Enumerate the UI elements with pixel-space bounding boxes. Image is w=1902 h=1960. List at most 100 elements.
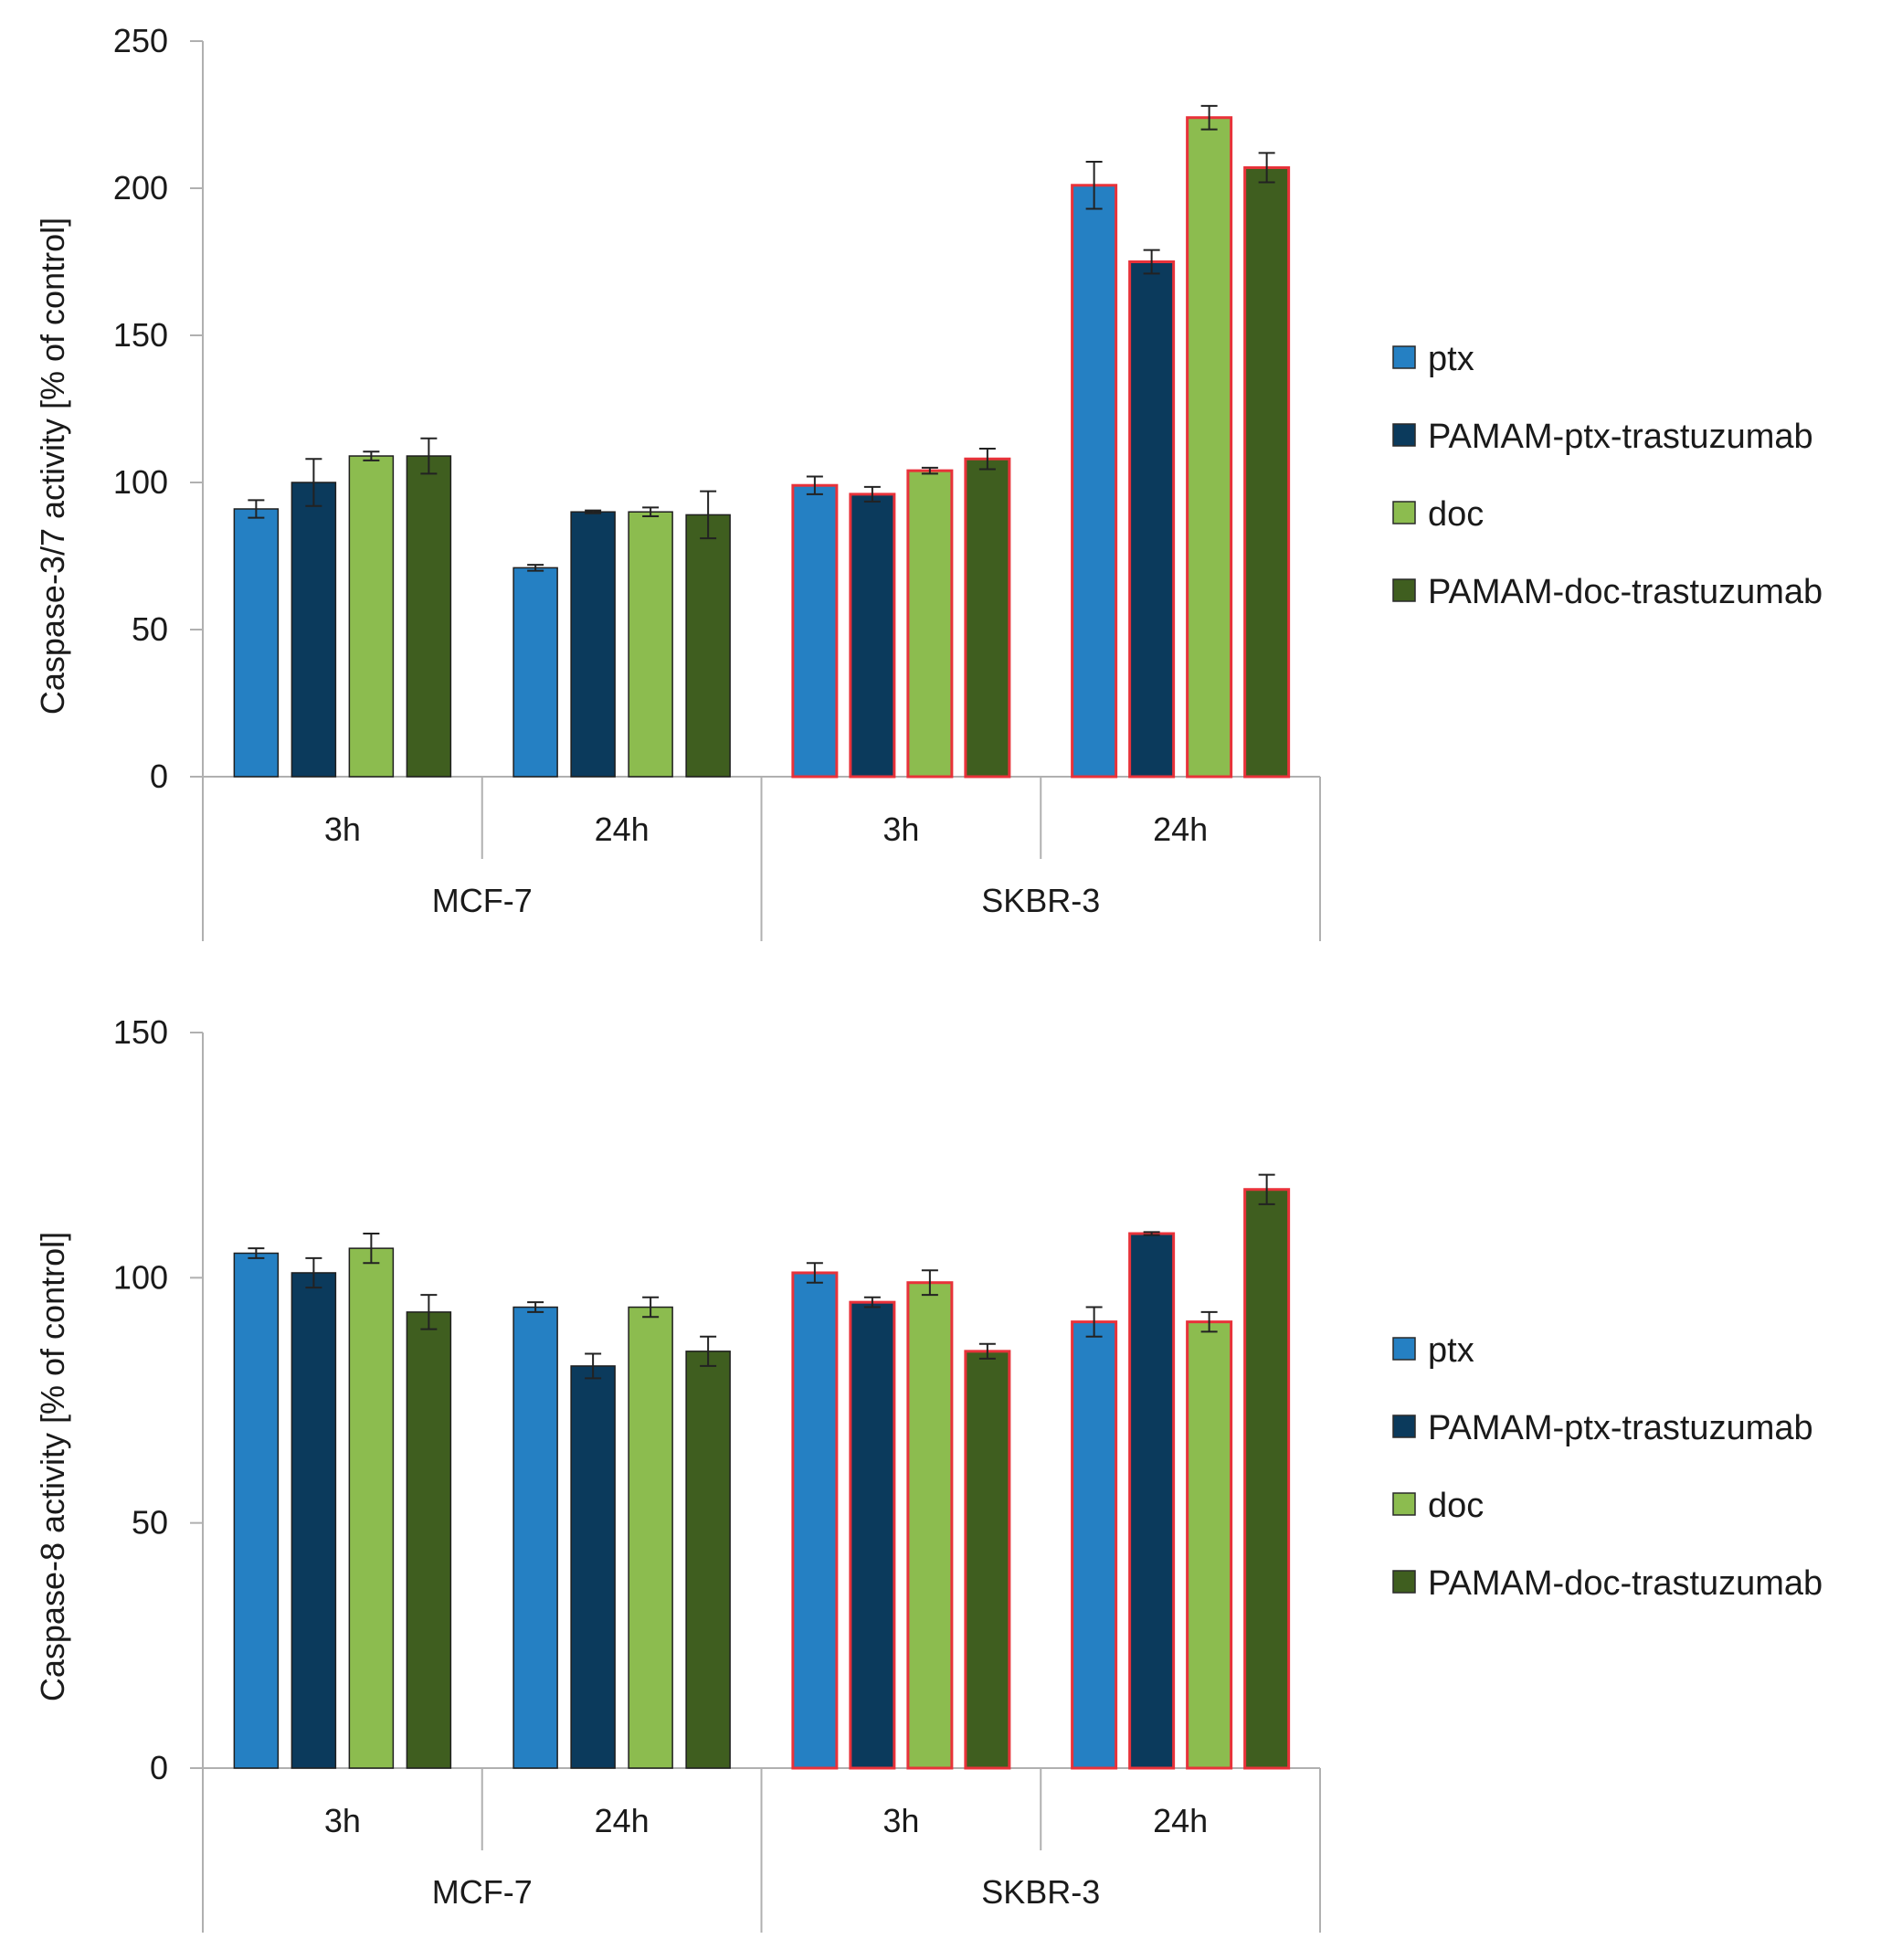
- bar-doc: [628, 1306, 673, 1769]
- error-bar: [806, 1262, 823, 1284]
- error-bar: [1085, 1306, 1103, 1338]
- error-bar: [248, 499, 265, 519]
- legend-swatch: [1392, 345, 1416, 369]
- legend-label: PAMAM-doc-trastuzumab: [1428, 573, 1823, 611]
- bars: [233, 1173, 1291, 1770]
- bar-ptx: [233, 508, 280, 778]
- legend: ptx PAMAM-ptx-trastuzumab doc PAMAM-doc-tra…: [1392, 1331, 1823, 1603]
- error-bar: [527, 564, 544, 572]
- x-group-label: MCF-7: [432, 1873, 533, 1911]
- error-bar: [363, 450, 380, 461]
- error-bar: [248, 1247, 265, 1259]
- error-bar: [1200, 1310, 1218, 1333]
- y-axis-title: Caspase-8 activity [% of control]: [34, 1232, 71, 1701]
- error-bar: [585, 509, 602, 514]
- legend-swatch: [1392, 501, 1416, 524]
- bar-doc: [348, 1247, 395, 1769]
- bar-ptx: [791, 1271, 839, 1770]
- legend-item: doc: [1392, 1487, 1484, 1525]
- bar-pamam_doc: [964, 1350, 1011, 1770]
- x-group-label: MCF-7: [432, 882, 533, 919]
- error-bar: [863, 485, 881, 503]
- y-axis: 0 50 100 150 200 250: [113, 22, 204, 795]
- bar-pamam_ptx: [849, 1300, 896, 1770]
- error-bar: [1200, 104, 1218, 131]
- legend-swatch: [1392, 423, 1416, 447]
- legend-item: PAMAM-ptx-trastuzumab: [1392, 1409, 1813, 1447]
- error-bar: [978, 1342, 996, 1360]
- legend-label: ptx: [1428, 340, 1474, 378]
- error-bar: [305, 1256, 322, 1289]
- bar-doc: [1186, 116, 1233, 779]
- bar-pamam_ptx: [1128, 260, 1176, 779]
- bar-ptx: [1071, 184, 1118, 779]
- error-bar: [305, 458, 322, 507]
- legend: ptx PAMAM-ptx-trastuzumab doc PAMAM-doc-tra…: [1392, 340, 1823, 611]
- bar-pamam_doc: [406, 455, 452, 778]
- legend-item: doc: [1392, 495, 1484, 534]
- legend-label: PAMAM-ptx-trastuzumab: [1428, 1409, 1813, 1447]
- legend-swatch: [1392, 1570, 1416, 1594]
- error-bar: [1258, 152, 1275, 184]
- x-group-label: SKBR-3: [981, 882, 1100, 919]
- bar-pamam_ptx: [1128, 1232, 1176, 1770]
- bar-ptx: [1071, 1320, 1118, 1770]
- y-tick-label: 100: [113, 463, 168, 501]
- bar-pamam_ptx: [849, 493, 896, 779]
- error-bar: [363, 1233, 380, 1265]
- bar-pamam_doc: [406, 1311, 452, 1769]
- bar-doc: [1186, 1320, 1233, 1770]
- x-axis: 3h 24h 3h 24h MCF-7 SKBR-3: [202, 776, 1321, 941]
- legend-swatch: [1392, 1492, 1416, 1516]
- y-tick-label: 0: [150, 758, 168, 795]
- legend-item: ptx: [1392, 340, 1474, 378]
- bar-pamam_doc: [1243, 1188, 1291, 1770]
- legend-item: PAMAM-doc-trastuzumab: [1392, 1564, 1823, 1603]
- legend-item: PAMAM-ptx-trastuzumab: [1392, 418, 1813, 456]
- error-bar: [700, 1335, 717, 1367]
- legend-swatch: [1392, 578, 1416, 602]
- error-bar: [921, 466, 938, 475]
- x-category-label: 24h: [595, 1802, 650, 1839]
- x-category-label: 24h: [595, 810, 650, 848]
- x-category-label: 3h: [324, 810, 361, 848]
- legend-swatch: [1392, 1414, 1416, 1438]
- bar-pamam_ptx: [291, 1272, 337, 1769]
- y-tick-label: 50: [132, 610, 168, 648]
- y-axis-title: Caspase-3/7 activity [% of control]: [34, 217, 71, 715]
- x-category-label: 3h: [882, 810, 919, 848]
- bar-pamam_doc: [1243, 165, 1291, 779]
- error-bar: [642, 1296, 660, 1319]
- legend-label: PAMAM-ptx-trastuzumab: [1428, 418, 1813, 456]
- y-tick-label: 200: [113, 169, 168, 207]
- error-bar: [1143, 1231, 1160, 1236]
- error-bar: [1143, 249, 1160, 275]
- bar-ptx: [233, 1252, 280, 1769]
- error-bar: [1258, 1173, 1275, 1205]
- error-bar: [527, 1301, 544, 1313]
- y-tick-label: 0: [150, 1749, 168, 1786]
- x-category-label: 24h: [1153, 810, 1208, 848]
- x-axis: 3h 24h 3h 24h MCF-7 SKBR-3: [202, 1767, 1321, 1933]
- bar-pamam_ptx: [570, 1365, 616, 1769]
- x-category-label: 24h: [1153, 1802, 1208, 1839]
- bars: [233, 104, 1291, 779]
- error-bar: [806, 475, 823, 495]
- x-group-label: SKBR-3: [981, 1873, 1100, 1911]
- y-tick-label: 150: [113, 316, 168, 354]
- bar-pamam_doc: [685, 1351, 731, 1769]
- y-axis: 0 50 100 150: [113, 1013, 204, 1786]
- legend-item: PAMAM-doc-trastuzumab: [1392, 573, 1823, 611]
- bar-doc: [348, 455, 395, 778]
- legend-item: ptx: [1392, 1331, 1474, 1370]
- y-tick-label: 150: [113, 1013, 168, 1051]
- error-bar: [1085, 161, 1103, 210]
- error-bar: [978, 447, 996, 471]
- x-category-label: 3h: [324, 1802, 361, 1839]
- error-bar: [863, 1296, 881, 1308]
- bar-ptx: [512, 1306, 558, 1769]
- error-bar: [585, 1352, 602, 1380]
- bar-doc: [906, 469, 954, 779]
- bar-pamam_ptx: [291, 482, 337, 778]
- bar-ptx: [791, 483, 839, 779]
